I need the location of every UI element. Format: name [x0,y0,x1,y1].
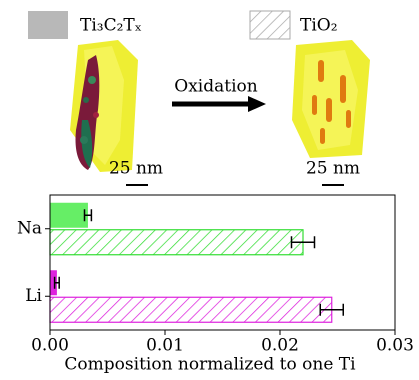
scale-bar-label: 25 nm [306,159,360,179]
arrow-label: Oxidation [174,77,257,97]
plot-frame [49,194,396,331]
arrow-head [248,96,266,112]
left-tip-image [70,40,138,172]
legend-swatch [249,10,291,40]
legend-swatch [28,11,68,39]
error-bar [83,209,93,222]
scale-bar-label: 25 nm [109,159,163,179]
error-bar [290,236,316,249]
bar [49,229,304,256]
bar [49,296,333,323]
legend-label: Ti₃C₂Tₓ [80,16,142,36]
x-tick-label: 0.02 [261,336,299,356]
right-tip-image [292,40,370,158]
bar [50,270,57,296]
legend-label: TiO₂ [300,16,338,36]
y-tick-label: Li [25,286,42,306]
y-tick-label: Na [17,218,42,238]
error-bar [53,276,60,289]
x-tick-label: 0.03 [376,336,414,356]
bar [50,202,88,228]
x-tick-label: 0.01 [146,336,184,356]
x-axis-label: Composition normalized to one Ti [64,355,356,375]
error-bar [319,303,344,316]
x-tick-label: 0.00 [31,336,69,356]
